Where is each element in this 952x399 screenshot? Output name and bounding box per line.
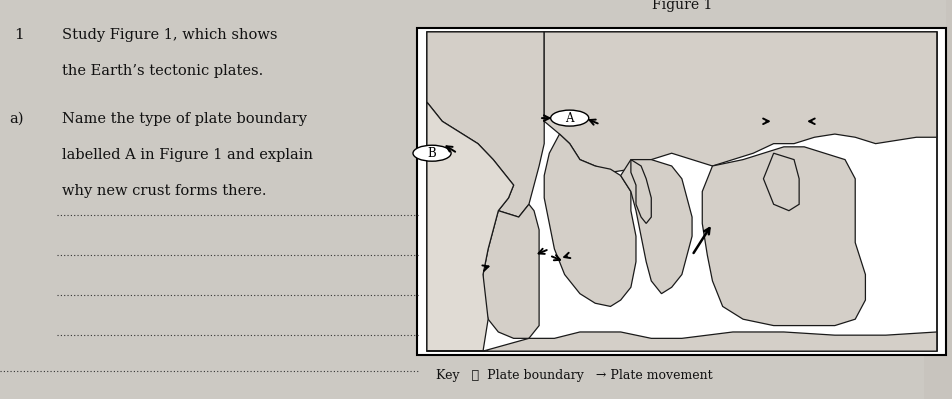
Text: Key   ❯  Plate boundary   → Plate movement: Key ❯ Plate boundary → Plate movement [436,369,712,381]
FancyBboxPatch shape [0,0,923,399]
Text: Figure 1: Figure 1 [651,0,711,12]
FancyBboxPatch shape [417,28,945,355]
Text: B: B [427,147,436,160]
Circle shape [550,110,588,126]
FancyBboxPatch shape [426,32,936,351]
Text: 1: 1 [14,28,24,42]
Polygon shape [763,153,799,211]
Text: A: A [565,112,573,124]
Text: why new crust forms there.: why new crust forms there. [62,184,267,198]
Polygon shape [544,32,936,172]
Polygon shape [426,102,513,351]
Text: labelled A in Figure 1 and explain: labelled A in Figure 1 and explain [62,148,312,162]
Polygon shape [702,147,864,326]
Polygon shape [544,134,635,306]
FancyBboxPatch shape [417,0,945,36]
Polygon shape [620,160,691,294]
Polygon shape [630,160,650,223]
Polygon shape [483,204,539,338]
Text: a): a) [10,112,24,126]
Polygon shape [426,332,936,351]
Text: Study Figure 1, which shows: Study Figure 1, which shows [62,28,277,42]
Polygon shape [426,32,544,217]
Text: Name the type of plate boundary: Name the type of plate boundary [62,112,307,126]
Text: the Earth’s tectonic plates.: the Earth’s tectonic plates. [62,64,263,78]
Circle shape [412,145,450,161]
